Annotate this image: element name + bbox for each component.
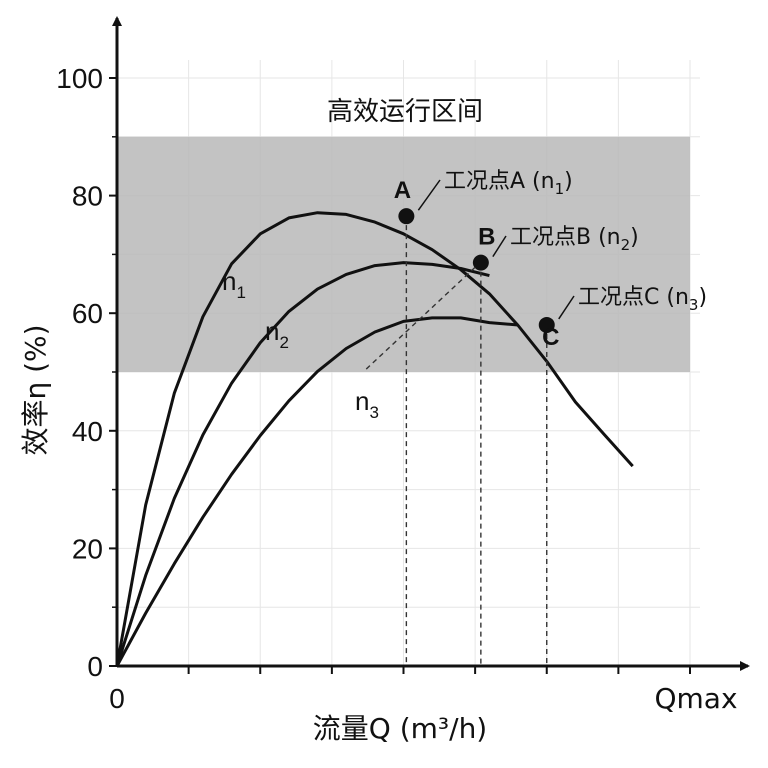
series-label-subscript: 3 bbox=[369, 403, 378, 422]
high-efficiency-band-rect bbox=[117, 136, 690, 372]
band-label: 高效运行区间 bbox=[327, 97, 483, 127]
y-tick-label: 40 bbox=[72, 416, 103, 447]
y-tick-label: 100 bbox=[56, 63, 103, 94]
high-efficiency-band bbox=[117, 136, 690, 372]
leader-line bbox=[492, 235, 507, 258]
leader-line bbox=[558, 295, 575, 320]
x-max-label: Qmax bbox=[654, 682, 737, 715]
series-label: n3 bbox=[355, 386, 379, 422]
point-letter: C bbox=[542, 324, 559, 351]
point-label: 工况点A (n1) bbox=[444, 169, 573, 198]
point-label-subscript: 3 bbox=[689, 296, 699, 314]
operating-point-marker bbox=[472, 254, 489, 271]
y-tick-label: 80 bbox=[72, 181, 103, 212]
point-label-close: ) bbox=[630, 225, 639, 250]
axes: 0 20 40 60 80 100 bbox=[56, 16, 750, 682]
point-letter: A bbox=[394, 177, 411, 204]
operating-points: A 工况点A (n1) B 工况点B (n2) C 工况点C (n3) bbox=[365, 169, 707, 666]
series-line bbox=[115, 261, 490, 667]
point-label: 工况点B (n2) bbox=[510, 225, 639, 254]
series-label-subscript: 1 bbox=[236, 283, 245, 302]
y-tick-label: 20 bbox=[72, 533, 103, 564]
leader-line bbox=[417, 179, 441, 211]
x-origin-label: 0 bbox=[109, 683, 125, 714]
point-label: 工况点C (n3) bbox=[578, 285, 707, 314]
point-label-subscript: 2 bbox=[621, 236, 631, 254]
series-line bbox=[115, 316, 519, 667]
y-tick-label: 60 bbox=[72, 298, 103, 329]
y-axis-title: 效率η (%) bbox=[19, 324, 52, 455]
point-label-close: ) bbox=[698, 285, 707, 310]
point-label-close: ) bbox=[564, 169, 573, 194]
series-label-subscript: 2 bbox=[279, 333, 288, 352]
operating-point-marker bbox=[398, 208, 415, 225]
point-label-subscript: 1 bbox=[555, 180, 565, 198]
point-letter: B bbox=[478, 224, 495, 251]
x-axis-title: 流量Q (m³/h) bbox=[313, 712, 487, 745]
dashed-connector-line bbox=[365, 265, 478, 370]
operating-point-marker bbox=[538, 316, 555, 333]
y-tick-label: 0 bbox=[87, 651, 103, 682]
